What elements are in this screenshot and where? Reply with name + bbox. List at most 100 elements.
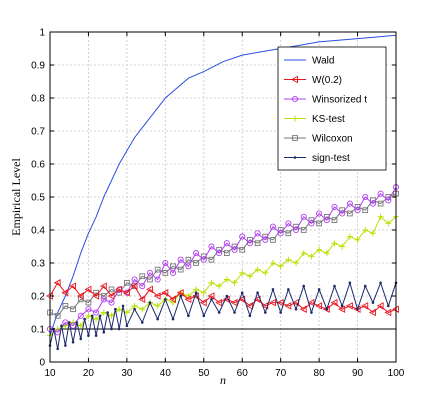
- data-point: [217, 311, 221, 314]
- data-point: [300, 213, 307, 220]
- legend-item: Wald: [284, 56, 334, 67]
- data-point: [233, 311, 236, 314]
- x-tick-label: 100: [388, 368, 405, 379]
- data-point: [140, 321, 144, 324]
- x-tick-label: 60: [237, 368, 249, 379]
- data-point: [177, 256, 184, 263]
- data-point: [207, 292, 215, 300]
- data-point: [122, 288, 130, 297]
- data-point: [76, 292, 84, 300]
- data-point: [162, 270, 169, 276]
- data-point: [154, 266, 161, 273]
- data-point: [208, 279, 215, 286]
- legend-label: KS-test: [312, 114, 345, 125]
- data-point: [300, 250, 307, 257]
- data-point: [148, 301, 152, 304]
- data-point: [100, 293, 107, 299]
- data-point: [323, 217, 330, 224]
- data-point: [225, 294, 229, 298]
- data-point: [331, 240, 338, 247]
- data-point: [256, 291, 259, 295]
- data-point: [93, 316, 100, 323]
- data-point: [171, 317, 175, 321]
- data-point: [333, 284, 336, 288]
- data-point: [87, 334, 90, 337]
- data-point: [331, 203, 338, 210]
- data-point: [240, 291, 244, 295]
- data-point: [93, 309, 100, 316]
- data-point: [300, 227, 307, 233]
- data-point: [125, 324, 129, 328]
- data-point: [254, 266, 261, 273]
- data-point: [354, 207, 361, 214]
- data-point: [138, 295, 146, 304]
- data-point: [115, 285, 123, 294]
- series-layer: [46, 34, 400, 351]
- data-point: [371, 301, 375, 304]
- data-point: [170, 263, 176, 270]
- legend-box: [277, 46, 387, 171]
- data-point: [164, 298, 167, 301]
- data-point: [308, 253, 315, 260]
- data-point: [271, 288, 275, 291]
- series-w-0-2: [46, 279, 399, 317]
- data-point: [316, 220, 322, 227]
- series-wald: [49, 34, 397, 336]
- data-point: [162, 259, 169, 267]
- data-point: [347, 210, 353, 217]
- data-point: [193, 250, 200, 257]
- data-point: [64, 344, 67, 347]
- data-point: [139, 283, 146, 290]
- data-point: [269, 298, 276, 307]
- data-point: [293, 260, 300, 266]
- data-point: [114, 307, 117, 311]
- data-point: [308, 220, 315, 227]
- data-point: [70, 306, 76, 313]
- data-point: [85, 306, 92, 313]
- data-point: [245, 302, 253, 310]
- data-point: [146, 285, 153, 294]
- data-point: [92, 292, 100, 300]
- x-tick-label: 30: [121, 368, 133, 379]
- data-point: [302, 284, 306, 288]
- data-point: [362, 193, 369, 201]
- data-point: [317, 288, 321, 291]
- data-point: [102, 331, 106, 334]
- data-point: [339, 243, 346, 250]
- data-point: [153, 292, 161, 300]
- data-point: [169, 269, 177, 276]
- data-point: [310, 311, 313, 314]
- data-point: [384, 308, 392, 317]
- data-point: [361, 302, 369, 310]
- data-point: [62, 303, 69, 309]
- data-point: [345, 302, 353, 310]
- data-point: [77, 322, 84, 329]
- data-point: [108, 312, 115, 319]
- data-point: [54, 312, 61, 319]
- data-point: [338, 305, 346, 313]
- data-point: [387, 304, 390, 308]
- data-point: [292, 115, 298, 122]
- data-point: [193, 260, 199, 266]
- series-sign-test: [48, 281, 398, 351]
- data-point: [299, 305, 307, 313]
- data-point: [85, 299, 92, 306]
- data-point: [348, 281, 352, 285]
- data-point: [154, 302, 161, 309]
- data-point: [202, 314, 206, 318]
- data-point: [199, 298, 207, 307]
- data-point: [316, 246, 323, 253]
- data-point: [130, 282, 138, 290]
- data-point: [262, 236, 269, 243]
- data-point: [263, 311, 267, 314]
- data-point: [254, 230, 261, 237]
- data-point: [53, 279, 61, 287]
- data-point: [123, 309, 130, 316]
- y-tick-label: 0.2: [31, 292, 45, 303]
- x-tick-label: 50: [198, 368, 210, 379]
- data-point: [356, 307, 359, 311]
- data-point: [377, 190, 384, 197]
- data-point: [307, 298, 315, 307]
- data-point: [339, 210, 346, 217]
